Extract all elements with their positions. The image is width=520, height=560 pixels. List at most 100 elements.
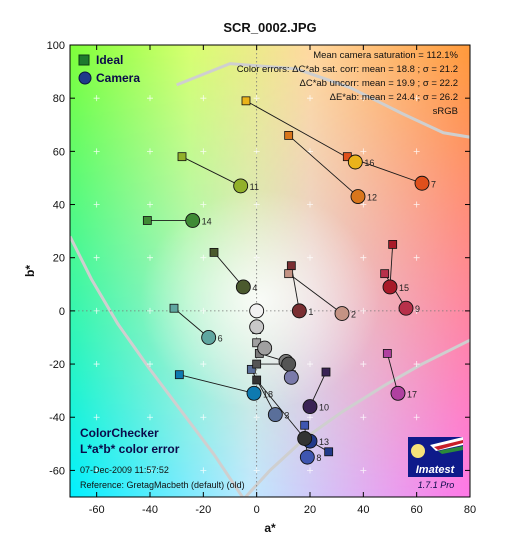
x-tick-label: -40 [142,504,158,516]
y-tick-label: -20 [49,359,65,371]
grid-cross [93,414,100,421]
error-line-12 [288,135,359,197]
camera-point-2 [334,306,350,321]
camera-point-3 [267,407,283,423]
camera-point-8 [299,449,315,465]
grid-cross [253,201,260,208]
info-box: ColorChecker L*a*b* color error 07-Dec-2… [80,426,245,490]
grid-cross [413,307,420,314]
camera-point-9 [398,300,414,316]
grid-cross [253,254,260,261]
camera-point-21 [257,340,273,356]
point-label-10: 10 [319,403,329,413]
y-tick-label: 60 [53,146,65,158]
gamut-boundaries [70,62,470,497]
error-line-4 [213,252,244,288]
grid-cross [253,467,260,474]
ideal-point-18 [174,370,184,380]
stat-dc-uncorr: ΔC*ab uncorr: mean = 19.9 ; σ = 22.2 [300,78,459,89]
grid-cross [147,95,153,102]
point-label-12: 12 [367,193,377,203]
grid-cross [413,95,420,102]
legend-camera-label: Camera [96,71,140,85]
grid-cross [360,201,367,208]
error-line-2 [288,273,343,314]
point-label-9: 9 [415,304,420,314]
grid-cross [360,361,367,368]
ideal-point-10 [321,367,331,377]
point-label-17: 17 [407,389,417,399]
camera-point-14 [185,213,201,228]
grid-cross [253,414,260,421]
grid-cross [93,254,100,261]
grid-cross [200,148,207,155]
ideal-point-12 [284,130,294,140]
grid-cross [147,201,153,208]
point-label-3: 3 [284,411,289,421]
grid-cross [307,148,313,155]
grid-cross [200,361,207,368]
grid-cross [147,361,153,368]
camera-point-19 [249,303,265,319]
grid-cross [307,201,313,208]
grid-cross [307,467,313,474]
ideal-point-23 [252,359,262,369]
error-line-18 [179,374,255,394]
legend-ideal-label: Ideal [96,53,123,67]
stat-dc-sat-corr: Color errors: ΔC*ab sat. corr: mean = 18… [237,64,458,75]
error-stats: Mean camera saturation = 112.1% Color er… [237,50,459,117]
grid-cross [147,148,153,155]
grid-cross [147,414,153,421]
camera-point-23 [281,356,297,372]
grid-cross [360,148,367,155]
grid-cross [307,307,313,314]
error-line-6 [173,307,209,338]
grid-cross [93,467,100,474]
y-tick-label: 40 [53,200,65,212]
ideal-point-13 [324,447,334,457]
point-label-11: 11 [250,182,259,192]
imatest-logo: Imatest 1.7.1 Pro [408,437,463,490]
point-label-2: 2 [351,310,356,320]
camera-point-24 [297,431,313,446]
grid-cross [200,95,207,102]
grid-cross [307,95,313,102]
grid-cross [413,148,420,155]
grid-cross [200,307,207,314]
grid-cross [413,201,420,208]
ideal-point-11 [177,152,187,162]
gamut-boundary-1 [70,235,245,497]
point-label-14: 14 [202,216,212,226]
y-tick-label: -40 [49,412,65,424]
grid-cross [93,307,100,314]
ideal-point-1 [286,261,296,271]
x-tick-label: 60 [411,504,423,516]
ideal-point-3 [246,364,256,374]
grid-cross [93,95,100,102]
ideal-point-8 [300,420,310,430]
y-tick-label: -60 [49,465,65,477]
camera-point-16 [347,154,363,170]
ideal-point-9 [380,269,390,279]
camera-point-11 [233,178,249,194]
legend: Ideal Camera [78,53,140,85]
ideal-point-16 [241,96,251,106]
grid-cross [360,414,367,421]
plot-frame [69,44,471,498]
point-label-18: 18 [263,389,273,399]
grid-cross [253,95,260,102]
grid-cross [200,201,207,208]
logo-version: 1.7.1 Pro [418,480,455,490]
y-tick-label: 0 [59,306,65,318]
camera-point-10 [302,399,318,415]
point-label-4: 4 [252,283,257,293]
point-label-15: 15 [399,283,409,293]
camera-point-20 [249,319,265,335]
x-tick-label: -60 [89,504,105,516]
grid-cross [307,414,313,421]
x-axis-label: a* [264,521,276,535]
ideal-point-6 [169,303,179,313]
grid-cross [147,254,153,261]
camera-point-4 [235,279,251,295]
point-label-1: 1 [308,307,313,317]
